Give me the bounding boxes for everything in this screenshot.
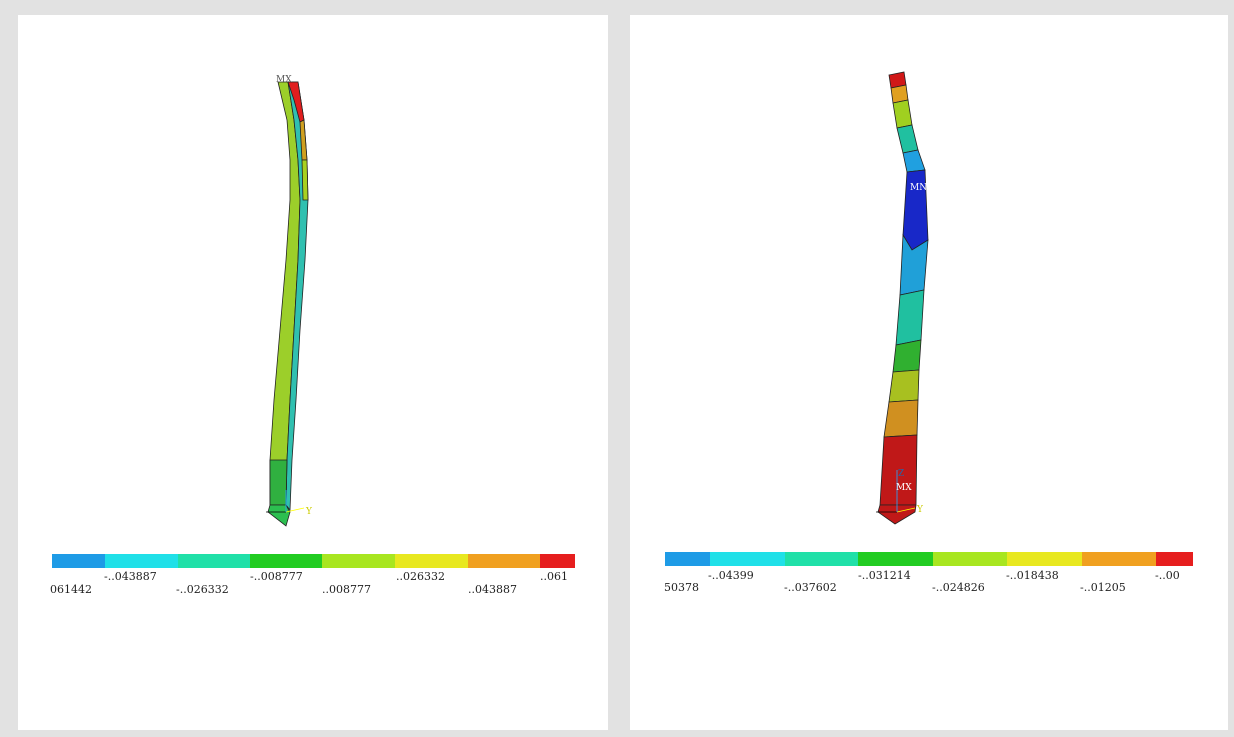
legend-label: -..00 [1155, 569, 1180, 582]
axis-label: Z [898, 469, 904, 479]
axis-label: Y [305, 507, 313, 517]
legend-label: -..026332 [176, 583, 229, 596]
legend-swatch [250, 554, 322, 568]
legend-label: -..04399 [708, 569, 754, 582]
legend-swatch [1156, 552, 1193, 566]
legend-label: -..008777 [250, 570, 303, 583]
legend-label: -..031214 [858, 569, 911, 582]
legend-label: 061442 [50, 583, 92, 596]
legend-swatch [178, 554, 250, 568]
legend-label: ..026332 [396, 570, 445, 583]
legend-swatch [1007, 552, 1082, 566]
marker: MN [910, 183, 927, 193]
axis-label: Y [916, 505, 924, 515]
legend-label: ..043887 [468, 583, 517, 596]
legend-swatch [710, 552, 785, 566]
legend-label: 50378 [664, 581, 699, 594]
legend-swatch [933, 552, 1007, 566]
marker: MX [896, 483, 912, 493]
right-beam [876, 71, 929, 525]
marker: MX [276, 75, 292, 85]
legend-label: -..018438 [1006, 569, 1059, 582]
legend-swatch [322, 554, 395, 568]
legend-swatch [540, 554, 575, 568]
legend-label: -..037602 [784, 581, 837, 594]
legend-swatch [1082, 552, 1156, 566]
legend-label: -..01205 [1080, 581, 1126, 594]
legend-label: ..061 [540, 570, 568, 583]
left-beam [266, 81, 309, 527]
legend-label: ..008777 [322, 583, 371, 596]
legend-swatch [105, 554, 178, 568]
legend-swatch [858, 552, 933, 566]
legend-swatch [395, 554, 468, 568]
legend-swatch [52, 554, 105, 568]
legend-label: -..024826 [932, 581, 985, 594]
legend-swatch [468, 554, 540, 568]
legend-label: -..043887 [104, 570, 157, 583]
left-panel [18, 15, 608, 730]
right-panel [630, 15, 1228, 730]
legend-swatch [785, 552, 858, 566]
legend-swatch [665, 552, 710, 566]
